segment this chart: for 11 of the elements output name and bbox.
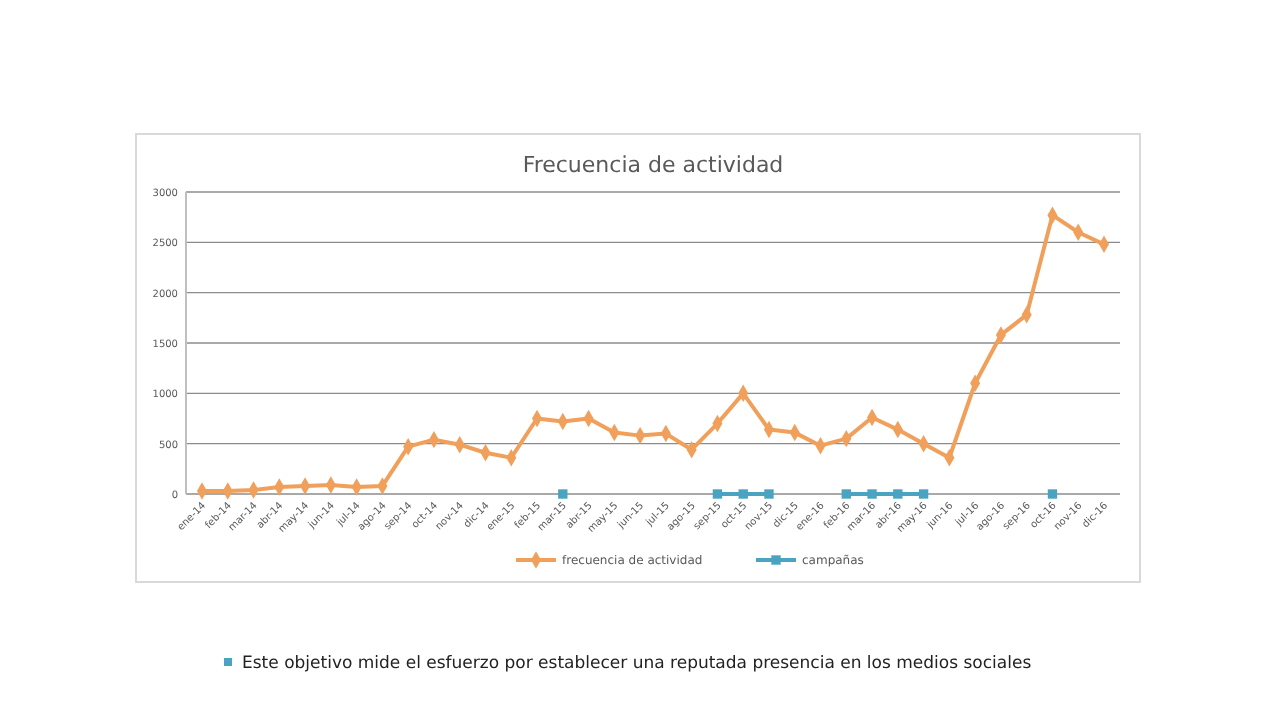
point [867, 489, 877, 499]
point [738, 489, 748, 499]
point [558, 489, 568, 499]
point [893, 489, 903, 499]
point [764, 489, 774, 499]
chart-title: Frecuencia de actividad [522, 152, 784, 178]
point [712, 489, 723, 499]
text: Este objetivo mide el esfuerzo por establecer una reputada presencia en los medios sociales [242, 654, 1033, 674]
point [1047, 489, 1058, 499]
point [918, 489, 929, 499]
point [841, 489, 851, 499]
